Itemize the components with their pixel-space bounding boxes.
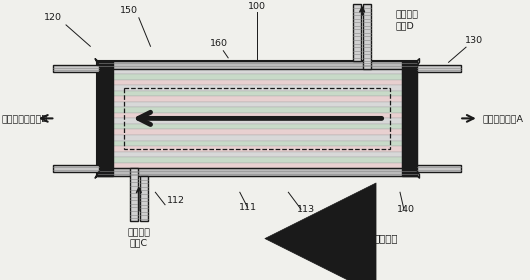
Text: 140: 140: [397, 205, 415, 214]
Bar: [140, 176, 147, 221]
Bar: [112, 135, 402, 141]
Text: 112: 112: [167, 196, 185, 205]
Bar: [112, 157, 402, 163]
Bar: [112, 85, 402, 91]
Text: 150: 150: [120, 6, 138, 15]
Bar: [112, 152, 402, 157]
Bar: [112, 141, 402, 146]
Bar: [54, 165, 99, 172]
Bar: [124, 88, 390, 149]
Text: 干燥气体: 干燥气体: [374, 234, 399, 244]
Bar: [112, 129, 402, 135]
Bar: [112, 113, 402, 118]
Bar: [112, 163, 402, 168]
Bar: [54, 65, 99, 72]
Bar: [112, 118, 402, 124]
Bar: [97, 168, 418, 176]
Bar: [97, 60, 418, 69]
Bar: [363, 4, 371, 69]
Text: 加湿后气体出口B: 加湿后气体出口B: [2, 114, 49, 123]
Bar: [418, 165, 461, 172]
Text: 111: 111: [238, 203, 257, 212]
Bar: [97, 60, 112, 176]
Bar: [112, 69, 402, 74]
Bar: [402, 60, 418, 176]
Bar: [418, 65, 461, 72]
Bar: [112, 107, 402, 113]
Text: 120: 120: [45, 13, 63, 22]
Bar: [112, 96, 402, 102]
Bar: [112, 91, 402, 96]
Bar: [354, 4, 361, 60]
Text: 湿润气体
入口C: 湿润气体 入口C: [127, 228, 151, 247]
Text: 干燥气体入口A: 干燥气体入口A: [482, 114, 524, 123]
Bar: [112, 74, 402, 80]
Bar: [112, 102, 402, 107]
Text: 100: 100: [248, 2, 266, 11]
Bar: [112, 80, 402, 85]
Bar: [112, 146, 402, 152]
Text: 湿润气体
出口D: 湿润气体 出口D: [395, 11, 418, 30]
Bar: [112, 124, 402, 129]
Text: 113: 113: [297, 205, 315, 214]
Text: 160: 160: [209, 39, 227, 48]
Bar: [130, 168, 138, 221]
Text: 130: 130: [465, 36, 483, 45]
Bar: [97, 60, 418, 176]
